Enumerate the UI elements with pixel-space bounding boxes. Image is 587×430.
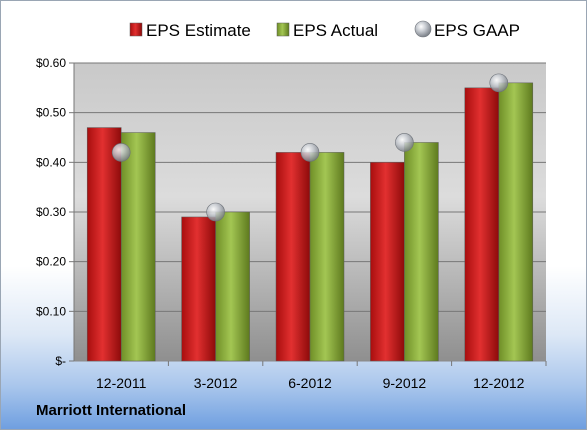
bar-series	[86, 82, 534, 362]
y-tick-label: $0.30	[36, 205, 66, 219]
bar-eps-estimate	[181, 216, 216, 362]
x-category-label: 12-2012	[473, 375, 525, 391]
marker-eps-gaap	[206, 202, 225, 222]
y-tick-label: $0.10	[36, 304, 66, 318]
marker-eps-gaap	[111, 143, 131, 162]
legend-label: EPS Estimate	[146, 21, 251, 40]
marker-eps-gaap	[489, 73, 509, 93]
bar-eps-actual	[404, 142, 439, 362]
marker-eps-gaap	[300, 143, 320, 162]
x-category-label: 9-2012	[383, 375, 427, 391]
bar-eps-estimate	[370, 162, 405, 362]
bar-eps-actual	[309, 152, 345, 362]
gaap-markers	[111, 73, 509, 222]
marker-eps-gaap	[395, 133, 414, 152]
bar-eps-actual	[498, 82, 534, 362]
x-category-label: 12-2011	[96, 375, 147, 391]
legend-swatch	[276, 22, 290, 37]
y-tick-label: $0.60	[36, 56, 66, 70]
x-category-label: 6-2012	[288, 375, 332, 391]
x-category-label: 3-2012	[194, 375, 238, 391]
bar-eps-estimate	[86, 127, 122, 362]
legend: EPS Estimate EPS Actual EPS GAAP	[129, 20, 520, 40]
bar-eps-actual	[215, 211, 250, 362]
bar-eps-actual	[120, 132, 156, 362]
y-tick-label: $0.40	[36, 155, 66, 169]
company-name: Marriott International	[36, 402, 187, 419]
bar-eps-estimate	[275, 152, 311, 362]
y-axis: $- $0.10 $0.20 $0.30 $0.40 $0.50 $0.60	[36, 56, 75, 368]
y-tick-label: $0.20	[36, 255, 66, 269]
x-axis: 12-2011 3-2012 6-2012 9-2012 12-2012	[96, 361, 547, 391]
legend-swatch	[414, 20, 432, 38]
y-tick-label: $0.50	[36, 106, 66, 120]
y-tick-label: $-	[55, 354, 66, 368]
legend-swatch	[129, 22, 143, 37]
legend-label: EPS Actual	[293, 21, 378, 40]
bar-eps-estimate	[464, 87, 500, 362]
legend-label: EPS GAAP	[434, 21, 520, 40]
